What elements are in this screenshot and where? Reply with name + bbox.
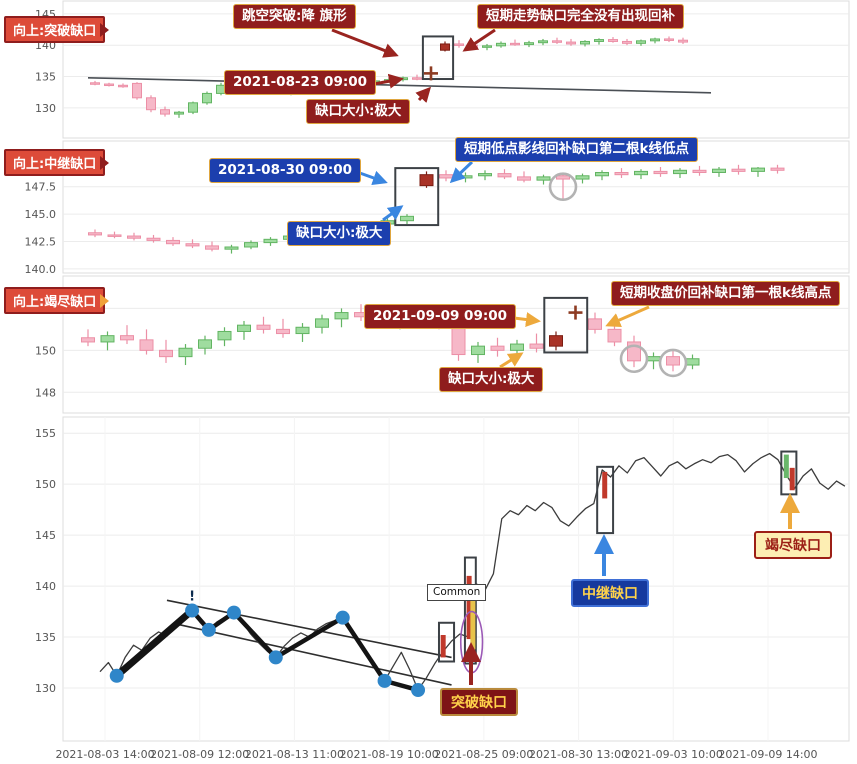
continuation-gap-size-label: 缺口大小:极大 — [287, 221, 392, 246]
svg-text:142.5: 142.5 — [25, 236, 57, 249]
svg-text:150: 150 — [35, 344, 56, 357]
breakout-gap-timestamp: 2021-08-23 09:00 — [224, 70, 377, 95]
svg-text:148: 148 — [35, 386, 56, 399]
continuation-gap-candlestick-panel[interactable]: 147.5 145.0 142.5 140.0 — [0, 140, 857, 275]
svg-text:!: ! — [189, 590, 195, 605]
svg-text:2021-08-03 14:00: 2021-08-03 14:00 — [55, 748, 154, 761]
continuation-gap-label: 中继缺口 — [571, 579, 649, 607]
breakout-gap-size-label: 缺口大小:极大 — [306, 99, 411, 124]
panel-tag-continuation-gap: 向上:中继缺口 — [4, 149, 106, 176]
svg-text:130: 130 — [35, 682, 56, 695]
continuation-gap-timestamp: 2021-08-30 09:00 — [209, 158, 362, 183]
svg-text:140: 140 — [35, 580, 56, 593]
svg-text:2021-08-25 09:00: 2021-08-25 09:00 — [434, 748, 533, 761]
svg-text:2021-09-03 10:00: 2021-09-03 10:00 — [624, 748, 723, 761]
svg-text:150: 150 — [35, 478, 56, 491]
breakout-gap-label: 突破缺口 — [440, 688, 518, 716]
svg-text:2021-08-19 10:00: 2021-08-19 10:00 — [340, 748, 439, 761]
svg-text:2021-08-13 11:00: 2021-08-13 11:00 — [245, 748, 344, 761]
breakout-pattern-label: 跳空突破:降 旗形 — [233, 4, 356, 29]
common-label: Common — [427, 584, 487, 601]
panel-tag-breakout-gap: 向上:突破缺口 — [4, 16, 106, 43]
svg-text:145: 145 — [35, 529, 56, 542]
svg-text:147.5: 147.5 — [25, 181, 57, 194]
continuation-fill-note: 短期低点影线回补缺口第二根k线低点 — [455, 137, 698, 162]
svg-text:130: 130 — [35, 102, 56, 115]
exhaustion-fill-note: 短期收盘价回补缺口第一根k线高点 — [611, 281, 841, 306]
exhaustion-gap-size-label: 缺口大小:极大 — [439, 367, 544, 392]
breakout-no-fill-note: 短期走势缺口完全没有出现回补 — [477, 4, 684, 29]
svg-text:155: 155 — [35, 427, 56, 440]
panel-tag-exhaustion-gap: 向上:竭尽缺口 — [4, 287, 106, 314]
exhaustion-gap-label: 竭尽缺口 — [754, 531, 832, 559]
svg-text:140.0: 140.0 — [25, 263, 57, 275]
svg-text:2021-08-30 13:00: 2021-08-30 13:00 — [529, 748, 628, 761]
exhaustion-gap-timestamp: 2021-09-09 09:00 — [364, 304, 517, 329]
svg-text:2021-08-09 12:00: 2021-08-09 12:00 — [150, 748, 249, 761]
svg-text:135: 135 — [35, 631, 56, 644]
svg-text:135: 135 — [35, 71, 56, 84]
svg-text:145.0: 145.0 — [25, 208, 57, 221]
svg-text:2021-09-09 14:00: 2021-09-09 14:00 — [718, 748, 817, 761]
